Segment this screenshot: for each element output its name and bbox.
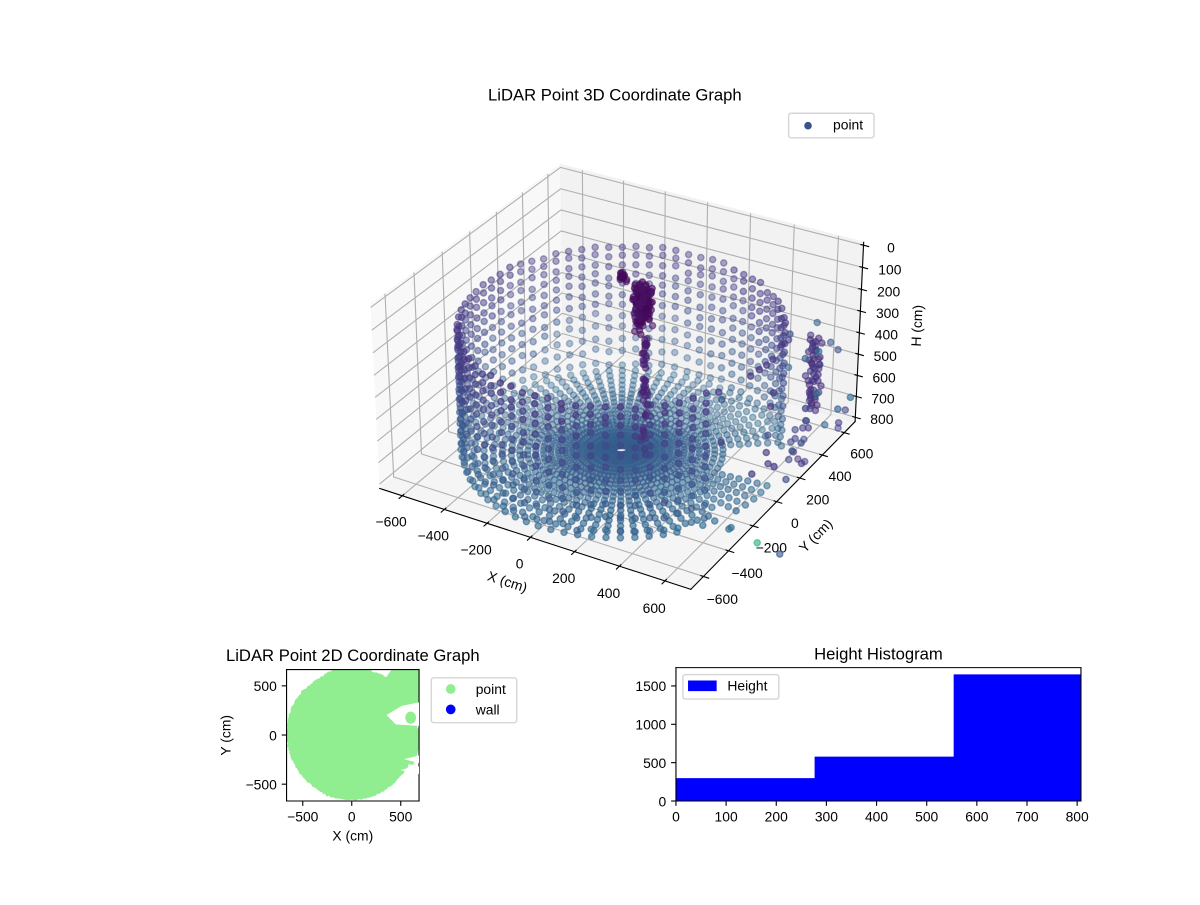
svg-text:−400: −400 [732, 565, 764, 581]
svg-text:200: 200 [765, 808, 788, 824]
svg-text:700: 700 [1015, 808, 1038, 824]
svg-text:0: 0 [659, 793, 667, 809]
svg-text:600: 600 [965, 808, 988, 824]
svg-text:1500: 1500 [635, 678, 666, 694]
svg-text:200: 200 [552, 570, 575, 586]
svg-text:400: 400 [828, 468, 851, 484]
svg-text:500: 500 [643, 755, 666, 771]
svg-text:Height Histogram: Height Histogram [814, 644, 943, 663]
svg-text:500: 500 [874, 348, 897, 364]
svg-text:LiDAR Point 2D Coordinate Grap: LiDAR Point 2D Coordinate Graph [226, 646, 480, 665]
svg-text:0: 0 [791, 515, 799, 531]
svg-text:400: 400 [597, 585, 620, 601]
svg-text:−500: −500 [287, 808, 319, 824]
svg-text:LiDAR Point 3D Coordinate Grap: LiDAR Point 3D Coordinate Graph [488, 85, 742, 104]
svg-text:600: 600 [643, 600, 666, 616]
svg-text:0: 0 [672, 808, 680, 824]
svg-text:−600: −600 [707, 591, 739, 607]
svg-text:600: 600 [873, 369, 896, 385]
svg-text:X (cm): X (cm) [332, 827, 373, 843]
svg-text:wall: wall [475, 701, 500, 717]
svg-text:400: 400 [865, 808, 888, 824]
svg-text:300: 300 [815, 808, 838, 824]
svg-text:100: 100 [878, 261, 901, 277]
svg-text:Y (cm): Y (cm) [217, 715, 233, 756]
svg-text:800: 800 [870, 411, 893, 427]
svg-text:−400: −400 [418, 527, 450, 543]
svg-text:point: point [476, 681, 506, 697]
svg-text:Height: Height [727, 678, 767, 694]
svg-text:−200: −200 [460, 541, 492, 557]
svg-text:700: 700 [871, 390, 894, 406]
svg-text:500: 500 [254, 678, 277, 694]
svg-text:−600: −600 [376, 513, 408, 529]
svg-text:800: 800 [1066, 808, 1089, 824]
svg-text:H (cm): H (cm) [908, 305, 926, 347]
svg-text:point: point [833, 116, 863, 132]
svg-text:100: 100 [715, 808, 738, 824]
svg-text:0: 0 [348, 808, 356, 824]
svg-text:0: 0 [887, 239, 895, 255]
svg-text:1000: 1000 [635, 717, 666, 733]
svg-text:200: 200 [877, 283, 900, 299]
svg-text:0: 0 [269, 727, 277, 743]
svg-text:500: 500 [389, 808, 412, 824]
svg-text:−500: −500 [246, 776, 278, 792]
svg-text:0: 0 [516, 556, 524, 572]
svg-text:400: 400 [875, 327, 898, 343]
svg-text:600: 600 [850, 446, 873, 462]
svg-text:500: 500 [915, 808, 938, 824]
svg-text:200: 200 [806, 491, 829, 507]
svg-text:300: 300 [876, 305, 899, 321]
